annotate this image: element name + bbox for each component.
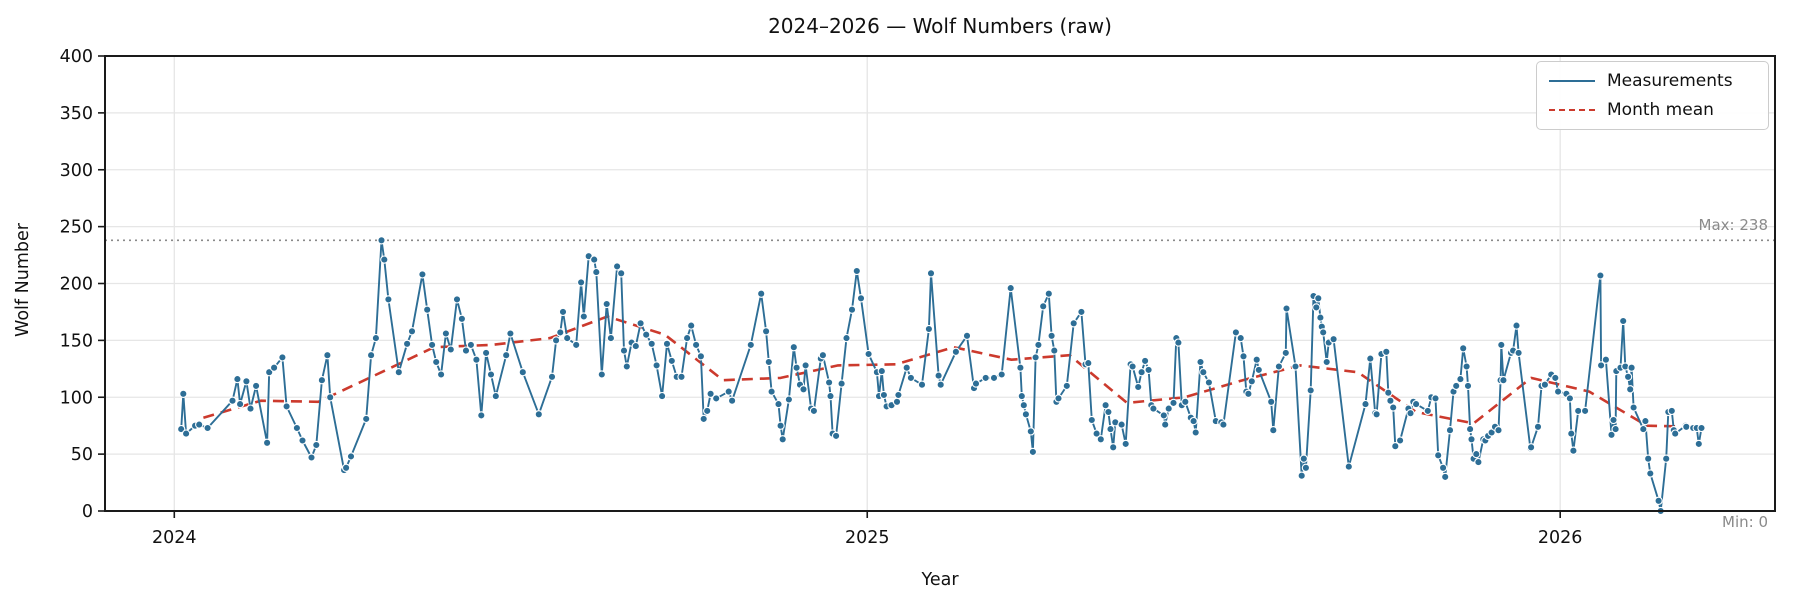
y-axis-label: Wolf Number [13, 223, 33, 337]
measurement-markers [177, 236, 1706, 516]
y-tick-label: 200 [60, 275, 93, 295]
month-mean-line-icon [1549, 109, 1595, 111]
month-mean-series [203, 315, 1705, 429]
min-annotation: Min: 0 [1722, 513, 1768, 531]
legend-row-measurements: Measurements [1549, 71, 1756, 91]
x-tick-label: 2026 [1538, 528, 1583, 548]
y-tick-label: 350 [60, 104, 93, 124]
tick-marks [98, 55, 1561, 518]
y-tick-label: 300 [60, 161, 93, 181]
chart-title: 2024–2026 — Wolf Numbers (raw) [768, 14, 1112, 38]
max-annotation: Max: 238 [1698, 216, 1768, 235]
y-tick-label: 400 [60, 47, 93, 67]
gridlines [105, 56, 1775, 511]
legend-label-measurements: Measurements [1607, 71, 1733, 91]
legend-label-month-mean: Month mean [1607, 100, 1714, 120]
y-tick-label: 50 [71, 445, 93, 465]
y-tick-label: 0 [82, 502, 93, 522]
x-tick-label: 2024 [152, 528, 197, 548]
legend: Measurements Month mean [1536, 61, 1769, 130]
legend-row-month-mean: Month mean [1549, 100, 1756, 120]
y-tick-label: 250 [60, 218, 93, 238]
x-tick-label: 2025 [845, 528, 890, 548]
measurements-line-icon [1549, 80, 1595, 82]
y-tick-label: 150 [60, 331, 93, 351]
tick-labels: 2024 2025 2026 0 50 100 150 200 250 300 350 400 [60, 47, 1583, 548]
y-tick-label: 100 [60, 388, 93, 408]
x-axis-label: Year [921, 570, 959, 590]
